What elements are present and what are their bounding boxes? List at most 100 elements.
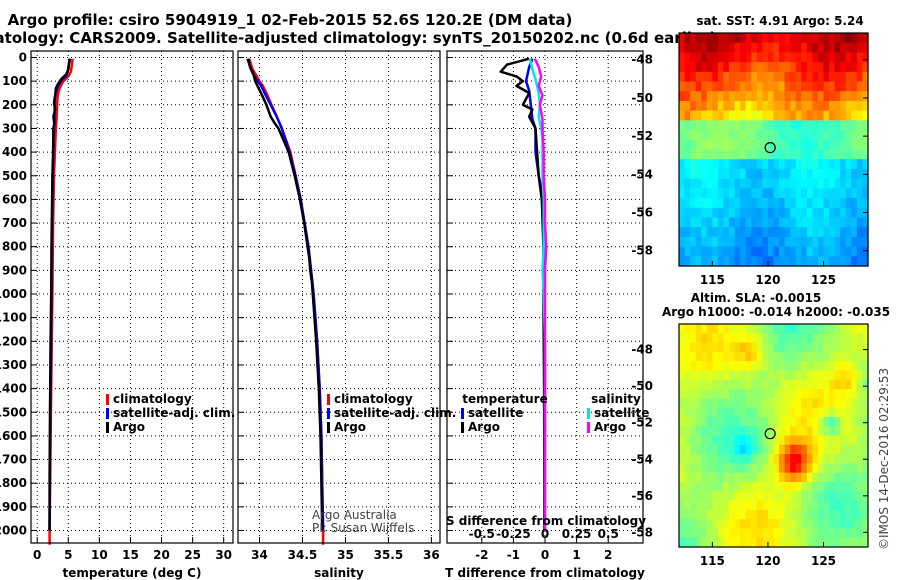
map-cell [690,33,697,44]
map-cell [845,481,852,492]
map-cell [729,236,736,248]
map-cell [751,71,758,83]
map-cell [817,500,825,511]
map-cell [734,236,741,248]
map-cell [717,120,725,131]
map-cell [734,379,741,390]
map-cell [801,537,808,548]
x-tick-label: -2 [475,548,488,562]
map-cell [856,537,864,548]
map-cell [712,168,719,180]
map-cell [806,168,814,180]
map-cell [684,481,691,492]
map-cell [840,149,847,160]
map-cell [834,389,841,399]
map-cell [751,33,758,44]
map-cell [773,110,780,121]
map-cell [840,342,847,353]
map-cell [823,217,830,228]
map-cell [756,398,763,409]
map-cell [695,435,702,446]
map-cell [834,71,841,83]
diff-legend-s-sat-swatch [587,408,590,419]
map-cell [817,81,825,92]
map-cell [706,407,713,418]
map-cell [862,139,869,151]
map-cell [856,416,864,427]
map-cell [684,426,691,437]
map-cell [706,416,713,427]
map-cell [745,416,752,427]
map-cell [773,519,780,530]
map-cell [740,110,747,121]
map-cell [762,100,769,112]
map-cell [823,42,830,54]
map-cell [773,62,780,73]
map-cell [690,351,697,362]
map-cell [812,110,819,121]
map-cell [684,389,691,399]
map-cell [679,537,686,548]
map-cell [845,491,852,502]
map-cell [751,333,758,344]
map-cell [790,481,797,492]
map-cell [717,472,725,483]
map-cell [712,435,719,446]
y-tick-label: 1500 [0,405,27,419]
map-cell [679,342,686,353]
y-tick-label: 2000 [0,524,27,538]
map-cell [840,227,847,238]
map-cell [806,361,814,372]
map-cell [823,454,830,464]
y-tick-label: 1600 [0,429,27,443]
map-cell [723,435,730,446]
map-cell [851,217,858,228]
map-cell [706,351,713,362]
map-cell [784,217,791,228]
map-x-tick-label: 115 [700,273,725,287]
map-cell [862,33,869,44]
map-cell [745,481,752,492]
map-cell [823,416,830,427]
map-cell [734,110,741,121]
map-cell [740,207,747,219]
map-cell [829,62,836,73]
map-cell [723,110,730,121]
map-cell [734,139,741,151]
map-cell [817,407,825,418]
map-cell [862,217,869,228]
map-cell [762,463,769,474]
map-cell [806,62,814,73]
map-cell [823,481,830,492]
map-cell [740,188,747,199]
map-cell [784,491,791,502]
map-cell [790,361,797,372]
map-cell [840,416,847,427]
map-cell [845,236,852,248]
map-cell [862,256,869,267]
map-cell [745,528,752,539]
map-cell [717,62,725,73]
map-cell [706,81,713,92]
map-cell [734,178,741,189]
map-cell [812,178,819,189]
map-cell [751,481,758,492]
map-cell [745,472,752,483]
map-cell [740,246,747,257]
map-cell [690,236,697,248]
map-cell [679,500,686,511]
map-cell [851,361,858,372]
map-cell [762,416,769,427]
map-cell [679,481,686,492]
map-cell [717,110,725,121]
map-cell [823,370,830,381]
map-cell [834,188,841,199]
map-cell [695,71,702,83]
map-cell [751,361,758,372]
map-cell [829,207,836,219]
map-cell [817,435,825,446]
map-cell [806,481,814,492]
map-cell [684,435,691,446]
sal-legend-2-label: Argo [334,420,366,434]
